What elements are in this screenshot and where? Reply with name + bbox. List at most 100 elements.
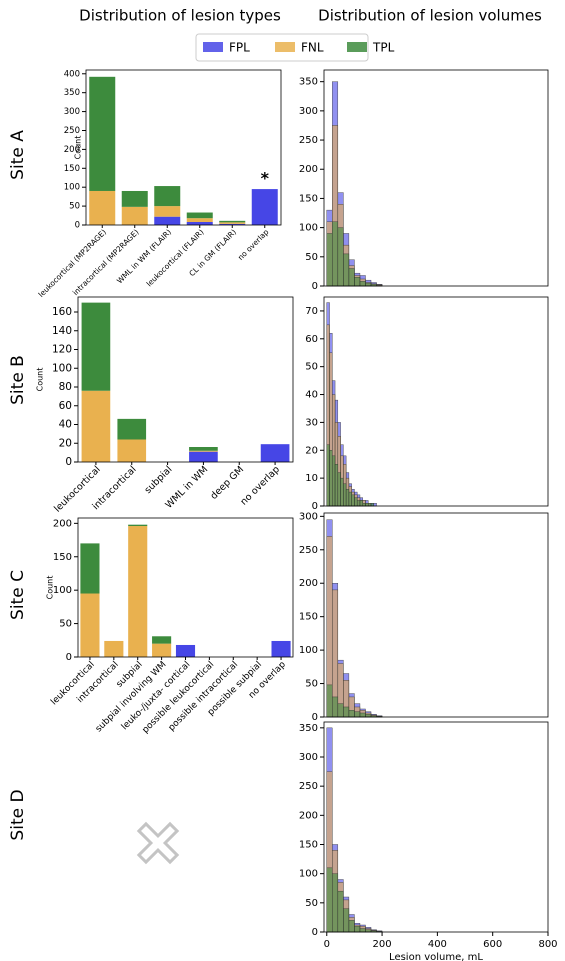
bar-segment [117,439,147,462]
y-tick-label: 50 [305,898,318,909]
histogram-bar [337,890,344,933]
histogram-bar [332,221,339,287]
y-tick-label: 0 [75,221,80,231]
y-tick-label: 300 [299,752,318,763]
histogram-bar [326,444,330,507]
site-label: Site B [8,355,28,405]
histogram-bar [359,500,363,507]
bar-segment [219,223,246,225]
bar-segment [89,76,116,191]
legend-label: FPL [229,41,250,55]
site-label: Site C [8,570,28,620]
y-tick-label: 250 [299,781,318,792]
missing-panel-icon [136,821,180,865]
y-tick-label: 30 [305,417,318,428]
histogram-bar [337,472,341,507]
y-tick-label: 0 [312,281,318,292]
y-axis-label: Count [46,576,55,600]
y-tick-label: 200 [299,578,318,589]
y-tick-label: 70 [305,306,318,317]
x-tick-label: no overlap [236,227,271,262]
bar-segment [186,218,213,222]
histogram-bar [345,489,350,507]
histogram-bar [343,483,347,507]
histogram-bar [359,928,366,933]
histogram-bar [362,503,366,507]
histogram-bar [348,491,352,507]
bar-segment [186,212,213,219]
histogram-bar [348,920,355,933]
column-title: Distribution of lesion volumes [318,7,542,25]
bar-segment [251,189,278,225]
histogram-bar [332,455,336,507]
bar-segment [219,220,246,223]
y-tick-label: 40 [305,390,318,401]
bar-segment [271,640,291,657]
x-tick-label: 600 [483,939,502,950]
y-tick-label: 20 [305,445,318,456]
legend-swatch [275,42,295,52]
legend-label: TPL [372,41,395,55]
histogram-bar [354,277,361,287]
annotation: * [261,169,270,188]
histogram-bar [354,925,361,933]
bar-segment [219,222,246,224]
histogram-bar [343,706,350,718]
y-tick-label: 50 [305,252,318,263]
histogram-bar [337,703,344,718]
y-axis-label: Count [74,136,83,160]
bar-segment [80,593,100,657]
x-tick-label: 400 [428,939,447,950]
histogram-bar [373,503,377,507]
histogram-bar [326,867,333,933]
y-tick-label: 160 [52,306,72,318]
y-tick-label: 250 [299,545,318,556]
plot-frame [323,296,549,507]
y-tick-label: 200 [299,810,318,821]
y-tick-label: 20 [59,437,72,449]
bar-segment [104,640,124,657]
x-tick-label: 800 [538,939,557,950]
bar-segment [260,444,290,462]
y-tick-label: 50 [305,679,318,690]
y-tick-label: 60 [305,334,318,345]
histogram-bar [332,873,339,933]
histogram-bar [329,450,333,507]
plot-frame [77,296,294,463]
y-tick-label: 300 [299,106,318,117]
legend-label: FNL [301,41,324,55]
y-tick-label: 150 [299,840,318,851]
histogram-bar [354,497,358,507]
x-tick-label: deep GM [208,464,246,502]
y-tick-label: 60 [59,400,72,412]
x-tick-label: 0 [324,939,330,950]
y-tick-label: 50 [305,362,318,373]
y-tick-label: 250 [64,126,80,136]
histogram-bar [348,710,355,718]
bar-segment [189,451,218,462]
y-tick-label: 0 [312,712,318,723]
x-tick-label: subpial [143,464,175,496]
y-tick-label: 100 [53,585,72,596]
x-tick-label: WML in WM (FLAIR) [115,227,173,285]
histogram-bar [359,712,366,718]
histogram-bar [365,714,372,718]
legend-swatch [203,42,223,52]
bar-segment [128,526,148,657]
histogram-bar [343,253,350,287]
y-tick-label: 350 [299,77,318,88]
bar-segment [81,390,111,462]
histogram-bar [368,503,372,507]
bar-segment [117,418,147,440]
histogram-bar [332,696,339,718]
y-tick-label: 200 [53,518,72,529]
y-tick-label: 0 [312,501,318,512]
y-tick-label: 350 [299,723,318,734]
y-tick-label: 250 [299,135,318,146]
y-tick-label: 200 [64,145,80,155]
bar-segment [152,643,172,657]
x-tick-label: intracortical (MP2RAGE) [71,227,141,297]
histogram-bar [334,464,339,507]
histogram-bar [354,711,361,718]
